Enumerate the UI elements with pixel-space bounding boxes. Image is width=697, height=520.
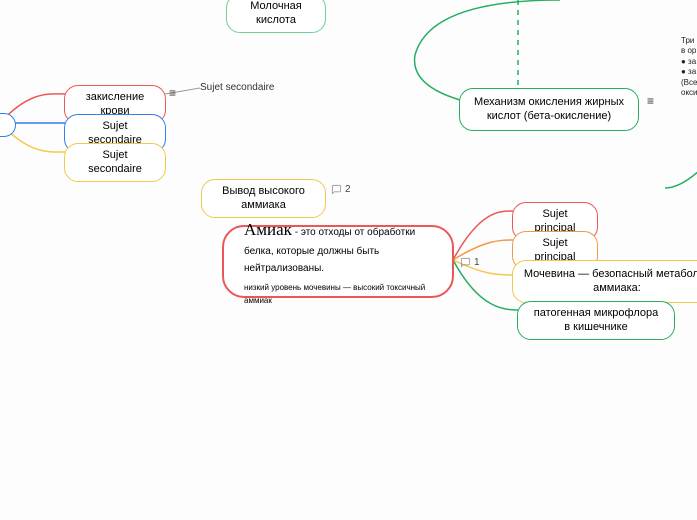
- comment-indicator[interactable]: 2: [331, 184, 351, 195]
- node-label: патогенная микрофлора в кишечнике: [532, 306, 660, 335]
- comment-count: 2: [345, 184, 351, 195]
- node-lactic-acid[interactable]: Молочная кислота: [226, 0, 326, 33]
- node-label: Вывод высокого аммиака: [216, 184, 311, 213]
- node-label: Механизм окисления жирных кислот (бета-о…: [470, 95, 628, 124]
- node-ammonia-main[interactable]: Амиак - это отходы от обработки белка, к…: [222, 225, 454, 298]
- node-urea[interactable]: Мочевина — безопасный метаболит аммиака:: [512, 260, 697, 303]
- node-label: Sujet secondaire: [79, 148, 151, 177]
- node-mechanism[interactable]: Механизм окисления жирных кислот (бета-о…: [459, 88, 639, 131]
- comment-indicator[interactable]: 1: [460, 257, 480, 268]
- node-blood-fragment[interactable]: овь: [0, 113, 16, 137]
- node-title: Амиак: [244, 220, 292, 239]
- node-label: Молочная кислота: [241, 0, 311, 28]
- menu-icon[interactable]: ≡: [647, 99, 654, 103]
- node-detail: низкий уровень мочевины — высокий токсич…: [244, 282, 432, 308]
- label-sujet-secondaire: Sujet secondaire: [200, 82, 275, 93]
- node-secondary-3[interactable]: Sujet secondaire: [64, 143, 166, 182]
- side-text-fragment: Три в ор ● за ● за (Все окси: [681, 36, 697, 98]
- menu-icon[interactable]: ≡: [169, 91, 176, 95]
- comment-count: 1: [474, 257, 480, 268]
- node-ammonia-output[interactable]: Вывод высокого аммиака: [201, 179, 326, 218]
- node-flora[interactable]: патогенная микрофлора в кишечнике: [517, 301, 675, 340]
- node-label: Мочевина — безопасный метаболит аммиака:: [523, 267, 697, 296]
- comment-icon: [331, 184, 342, 195]
- comment-icon: [460, 257, 471, 268]
